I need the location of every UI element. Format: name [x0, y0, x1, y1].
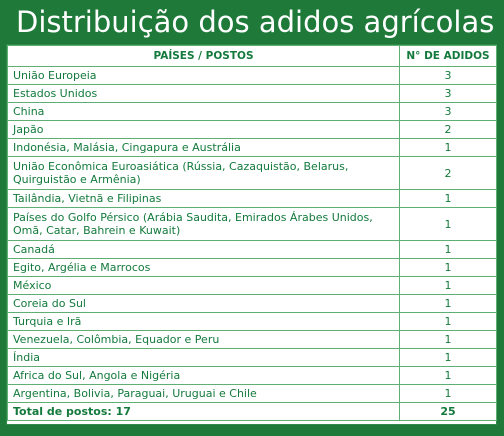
table-row: Coreia do Sul 1 — [7, 294, 497, 313]
table-row: Estados Unidos 3 — [7, 84, 497, 103]
country-cell: Canadá — [7, 240, 400, 259]
table-header-row: PAÍSES / POSTOS N° DE ADIDOS — [7, 45, 497, 67]
country-cell: Africa do Sul, Angola e Nigéria — [7, 366, 400, 385]
header-countries: PAÍSES / POSTOS — [7, 45, 400, 67]
table-row: Argentina, Bolivia, Paraguai, Uruguai e … — [7, 384, 497, 403]
count-cell: 3 — [399, 102, 497, 121]
table-total-row: Total de postos: 17 25 — [7, 402, 497, 421]
country-cell: Indonésia, Malásia, Cingapura e Austráli… — [7, 138, 400, 157]
table-row: China 3 — [7, 102, 497, 121]
count-cell: 1 — [399, 258, 497, 277]
count-cell: 1 — [399, 207, 497, 241]
count-cell: 1 — [399, 240, 497, 259]
count-cell: 1 — [399, 384, 497, 403]
table-row: Africa do Sul, Angola e Nigéria 1 — [7, 366, 497, 385]
count-cell: 1 — [399, 312, 497, 331]
table-row: Canadá 1 — [7, 240, 497, 259]
count-cell: 1 — [399, 348, 497, 367]
table-row: Países do Golfo Pérsico (Arábia Saudita,… — [7, 207, 497, 241]
country-cell: Tailândia, Vietnã e Filipinas — [7, 189, 400, 208]
country-cell: Venezuela, Colômbia, Equador e Peru — [7, 330, 400, 349]
country-cell: Egito, Argélia e Marrocos — [7, 258, 400, 277]
count-cell: 1 — [399, 138, 497, 157]
country-cell: China — [7, 102, 400, 121]
table-row: Turquia e Irã 1 — [7, 312, 497, 331]
count-cell: 1 — [399, 330, 497, 349]
table-row: Indonésia, Malásia, Cingapura e Austráli… — [7, 138, 497, 157]
country-cell: Japão — [7, 120, 400, 139]
country-cell: Turquia e Irã — [7, 312, 400, 331]
country-cell: Coreia do Sul — [7, 294, 400, 313]
table-row: México 1 — [7, 276, 497, 295]
table-row: União Econômica Euroasiática (Rússia, Ca… — [7, 156, 497, 190]
count-cell: 1 — [399, 189, 497, 208]
count-cell: 1 — [399, 294, 497, 313]
country-cell: União Europeia — [7, 66, 400, 85]
table-row: Venezuela, Colômbia, Equador e Peru 1 — [7, 330, 497, 349]
country-cell: União Econômica Euroasiática (Rússia, Ca… — [7, 156, 400, 190]
country-cell: Estados Unidos — [7, 84, 400, 103]
page-title: Distribuição dos adidos agrícolas — [16, 5, 495, 39]
country-cell: México — [7, 276, 400, 295]
table-container: PAÍSES / POSTOS N° DE ADIDOS União Europ… — [6, 44, 497, 425]
attache-table: PAÍSES / POSTOS N° DE ADIDOS União Europ… — [7, 45, 497, 421]
header-count: N° DE ADIDOS — [399, 45, 497, 67]
count-cell: 1 — [399, 276, 497, 295]
country-cell: Países do Golfo Pérsico (Arábia Saudita,… — [7, 207, 400, 241]
table-row: Índia 1 — [7, 348, 497, 367]
table-row: Japão 2 — [7, 120, 497, 139]
total-count: 25 — [399, 402, 497, 421]
table-row: União Europeia 3 — [7, 66, 497, 85]
table-row: Egito, Argélia e Marrocos 1 — [7, 258, 497, 277]
country-cell: Argentina, Bolivia, Paraguai, Uruguai e … — [7, 384, 400, 403]
count-cell: 3 — [399, 66, 497, 85]
count-cell: 2 — [399, 120, 497, 139]
count-cell: 1 — [399, 366, 497, 385]
count-cell: 2 — [399, 156, 497, 190]
table-row: Tailândia, Vietnã e Filipinas 1 — [7, 189, 497, 208]
country-cell: Índia — [7, 348, 400, 367]
total-label: Total de postos: 17 — [7, 402, 400, 421]
count-cell: 3 — [399, 84, 497, 103]
